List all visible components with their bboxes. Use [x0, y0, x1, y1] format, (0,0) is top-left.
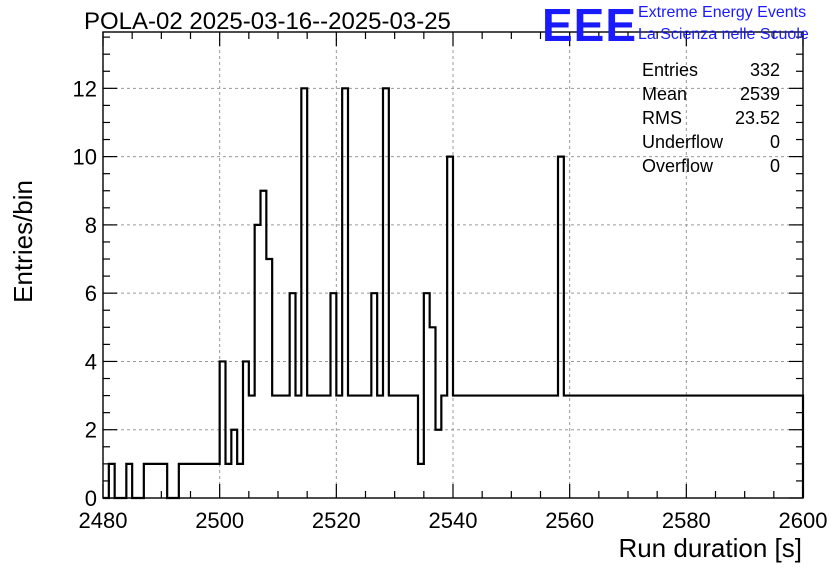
stats-value: 0 [769, 132, 780, 152]
x-tick-label: 2580 [662, 508, 711, 533]
y-tick-label: 12 [73, 76, 97, 101]
x-tick-label: 2540 [429, 508, 478, 533]
chart-title: POLA-02 2025-03-16--2025-03-25 [84, 8, 451, 35]
x-tick-label: 2520 [312, 508, 361, 533]
stats-row-entries: Entries 332 [642, 58, 780, 82]
y-tick-label: 10 [73, 145, 97, 170]
x-tick-label: 2480 [79, 508, 128, 533]
stats-row-mean: Mean 2539 [642, 82, 780, 106]
x-tick-label: 2600 [779, 508, 828, 533]
stats-value: 2539 [739, 84, 780, 104]
y-tick-label: 6 [85, 281, 97, 306]
stats-value: 0 [769, 156, 780, 176]
stats-value: 23.52 [734, 108, 780, 128]
logo-line-1: Extreme Energy Events [638, 4, 807, 21]
stats-row-rms: RMS 23.52 [642, 106, 780, 130]
x-tick-label: 2560 [545, 508, 594, 533]
stats-row-overflow: Overflow 0 [642, 154, 780, 178]
x-tick-label: 2500 [195, 508, 244, 533]
stats-row-underflow: Underflow 0 [642, 130, 780, 154]
stats-box: Entries 332 Mean 2539 RMS 23.52 Underflo… [642, 58, 780, 178]
x-axis-label: Run duration [s] [618, 533, 802, 563]
stats-label: Overflow [642, 156, 714, 176]
histogram-outline [103, 87, 805, 500]
y-tick-label: 4 [85, 349, 97, 374]
logo-line-2: La Scienza nelle Scuole [638, 26, 809, 43]
y-tick-label: 2 [85, 418, 97, 443]
y-axis-label: Entries/bin [8, 180, 38, 303]
y-tick-label: 8 [85, 213, 97, 238]
stats-label: RMS [642, 108, 682, 128]
stats-label: Entries [642, 60, 699, 80]
logo-mark: EEE [542, 0, 638, 51]
stats-value: 332 [749, 60, 780, 80]
stats-label: Underflow [642, 132, 724, 152]
y-tick-label: 0 [85, 486, 97, 511]
stats-label: Mean [642, 84, 688, 104]
